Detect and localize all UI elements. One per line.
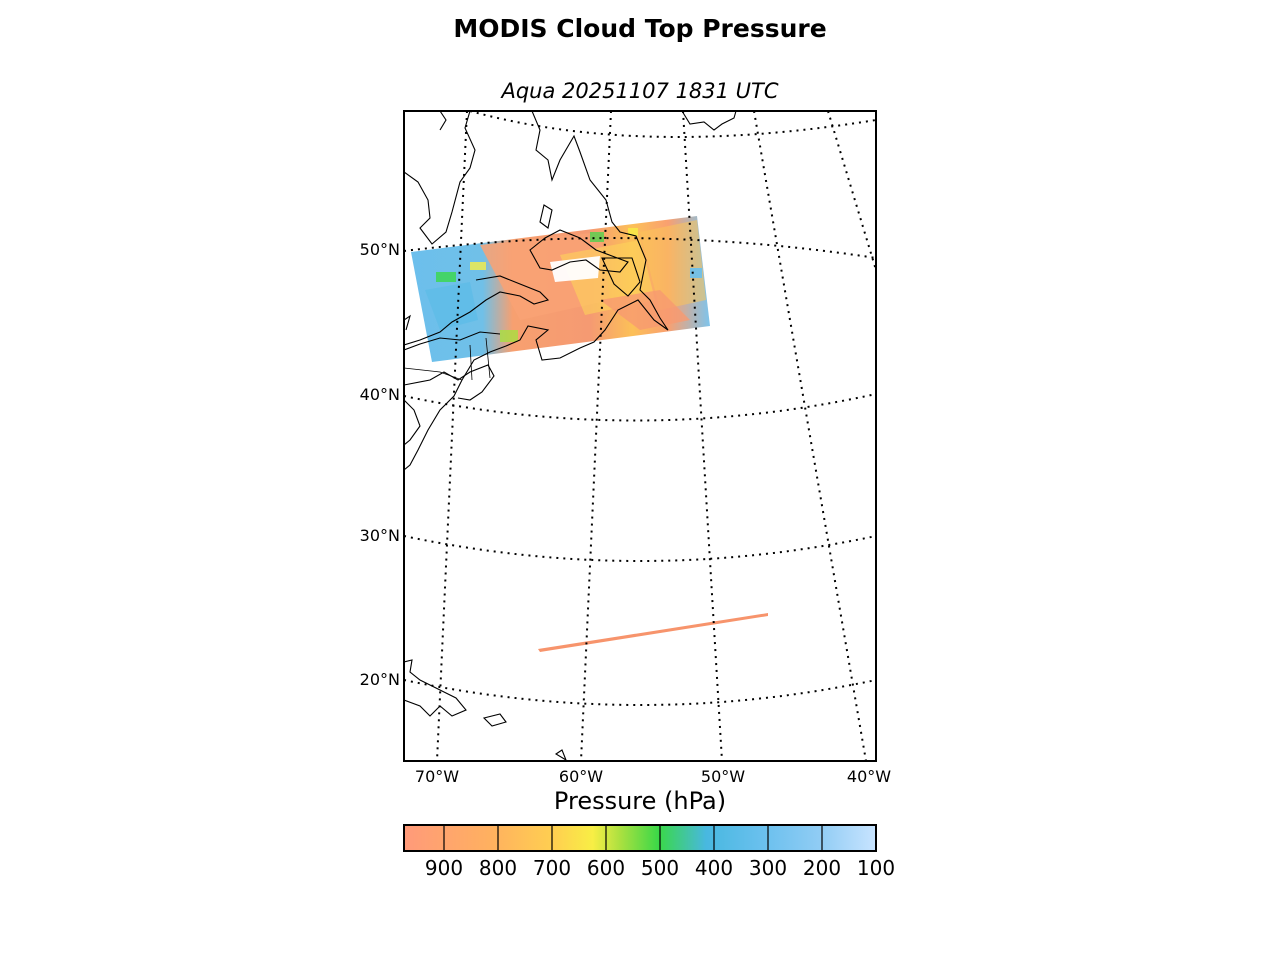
lat-label-50n: 50°N: [359, 240, 400, 259]
graticule: [404, 111, 876, 761]
colorbar-tick-label: 500: [640, 856, 680, 880]
map-frame: [403, 110, 877, 762]
colorbar-tick-label: 700: [532, 856, 572, 880]
colorbar-tick-label: 300: [748, 856, 788, 880]
colorbar-tick-label: 600: [586, 856, 626, 880]
colorbar-tick-label: 200: [802, 856, 842, 880]
lon-label-60w: 60°W: [558, 767, 604, 786]
coastlines: [404, 111, 737, 761]
colorbar-tick-label: 800: [478, 856, 518, 880]
lat-label-30n: 30°N: [359, 526, 400, 545]
colorbar-tick-label: 400: [694, 856, 734, 880]
lat-label-20n: 20°N: [359, 670, 400, 689]
colorbar-tick-marks: [443, 825, 823, 851]
chart-subtitle: Aqua 20251107 1831 UTC: [501, 79, 779, 103]
colorbar-title: Pressure (hPa): [553, 787, 727, 815]
cloud-swath: [411, 216, 710, 362]
lon-label-40w: 40°W: [846, 767, 892, 786]
colorbar-tick-label: 900: [424, 856, 464, 880]
colorbar: [403, 824, 877, 852]
colorbar-tick-label: 100: [856, 856, 896, 880]
lat-label-40n: 40°N: [359, 385, 400, 404]
chart-title: MODIS Cloud Top Pressure: [453, 14, 827, 43]
lon-label-50w: 50°W: [700, 767, 746, 786]
lon-label-70w: 70°W: [414, 767, 460, 786]
cloud-streak: [538, 613, 768, 652]
